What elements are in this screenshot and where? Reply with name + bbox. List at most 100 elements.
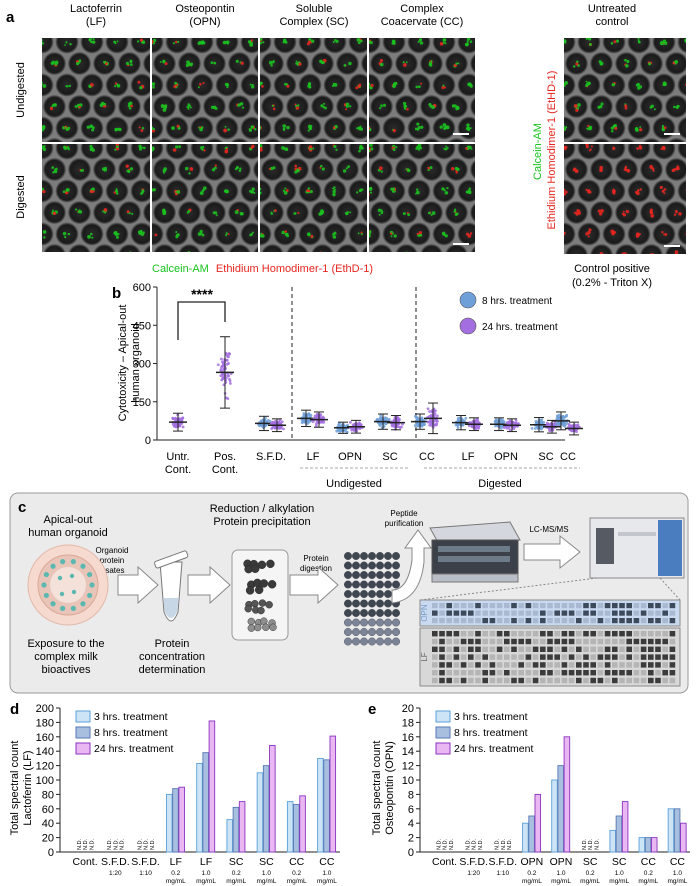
- panel-a-column-headers: Lactoferrin (LF) Osteopontin (OPN) Soluble Co…: [70, 3, 636, 28]
- e-bar-3-0: [522, 822, 529, 853]
- c-lcms-label: LC-MS/MS: [529, 525, 568, 534]
- stain-green-label: Calcein-AM: [152, 263, 209, 275]
- column-header-1: Osteopontin (OPN): [175, 3, 234, 28]
- e-sublabel-1: 1:20: [467, 870, 480, 877]
- d-sublabel-1: 1:20: [109, 870, 122, 877]
- b-category-3: LF: [307, 451, 320, 463]
- e-category-4: OPN: [550, 856, 573, 868]
- panel-b: b 0 150 300 450 600 Cytotoxicity – Apical-out…: [112, 282, 583, 490]
- d-legend-label-2: 24 hrs. treatment: [94, 743, 173, 755]
- b-category-1: Pos. Cont.: [212, 451, 238, 476]
- e-nd-0-1: N.D.: [443, 839, 449, 850]
- d-legend-swatch-1: [75, 726, 91, 739]
- d-nd-2-2: N.D.: [150, 839, 156, 850]
- micrograph-digested-1: [152, 144, 258, 252]
- e-ytick-2: 4: [408, 818, 414, 830]
- arrow-2: [187, 565, 231, 605]
- protein-box: [231, 549, 289, 641]
- e-bar-4-0: [551, 779, 558, 853]
- d-legend-label-0: 3 hrs. treatment: [94, 711, 168, 723]
- e-sublabel-4: 1.0 mg/mL: [551, 870, 571, 885]
- side-green-label: Calcein-AM: [532, 123, 544, 180]
- e-legend-swatch-0: [435, 710, 451, 723]
- e-bar-6-0: [609, 829, 616, 853]
- c-digestion-label: Protein digestion: [300, 554, 332, 573]
- e-bar-8-2: [680, 822, 687, 853]
- d-sublabel-2: 1:10: [139, 870, 152, 877]
- protein-blobs: [243, 559, 277, 632]
- b-legend-label-0: 8 hrs. treatment: [482, 296, 552, 307]
- e-nd-2-2: N.D.: [507, 839, 513, 850]
- micrograph-undigested-1: [152, 38, 258, 142]
- e-bar-8-1: [673, 808, 681, 853]
- b-category-4: OPN: [338, 451, 362, 463]
- control-positive-label: Control positive: [574, 263, 650, 275]
- row-label-digested: Digested: [15, 175, 27, 218]
- e-ytick-5: 10: [402, 775, 414, 787]
- micrograph-digested-2: [260, 144, 367, 252]
- b-significance-stars: ****: [191, 286, 213, 302]
- micrograph-untreated-control: [564, 38, 686, 142]
- e-bar-4-1: [557, 765, 564, 853]
- panel-a-images: [42, 38, 686, 254]
- e-category-3: OPN: [521, 856, 544, 868]
- e-bar-7-2: [650, 837, 658, 853]
- d-legend-swatch-0: [75, 710, 91, 723]
- e-nd-1-1: N.D.: [472, 839, 478, 850]
- e-nd-1-0: N.D.: [465, 839, 471, 850]
- d-bar-3-1: [172, 788, 179, 853]
- e-ytick-4: 8: [408, 789, 414, 801]
- b-legend-label-1: 24 hrs. treatment: [482, 322, 558, 333]
- d-category-8: CC: [319, 856, 335, 868]
- e-ytick-7: 14: [402, 746, 414, 758]
- b-category-2: S.F.D.: [256, 451, 286, 463]
- e-sublabel-8: 1.0 mg/mL: [668, 870, 688, 885]
- panel-b-chart: 0 150 300 450 600 Cytotoxicity – Apical-outhu…: [117, 282, 583, 490]
- d-category-4: LF: [200, 856, 212, 868]
- b-legend-swatch-1: [459, 317, 477, 335]
- d-sublabel-8: 1.0 mg/mL: [317, 870, 337, 885]
- stain-legend: Calcein-AM Ethidium Homodimer-1 (EthD-1): [152, 263, 373, 275]
- e-sublabel-2: 1:10: [496, 870, 509, 877]
- c-purification-label: Peptide purification: [385, 509, 424, 528]
- arrow-3: [289, 565, 339, 605]
- e-legend-label-1: 8 hrs. treatment: [454, 727, 528, 739]
- d-bar-4-2: [208, 720, 216, 853]
- d-legend: 3 hrs. treatment 8 hrs. treatment 24 hrs. …: [75, 710, 173, 755]
- b-ytick-1: 150: [133, 397, 151, 409]
- e-bar-6-1: [615, 815, 623, 853]
- panel-d: d 0 20 40 60 80 100 120 140 160 180 200 Total spect…: [9, 701, 340, 885]
- e-sublabel-3: 0.2 mg/mL: [522, 870, 542, 885]
- d-bar-4-1: [202, 752, 209, 853]
- c-concentration-label: Protein concentration determination: [139, 638, 206, 676]
- d-sublabel-5: 0.2 mg/mL: [226, 870, 246, 885]
- e-legend-swatch-2: [435, 742, 451, 755]
- b-group-undigested: Undigested: [326, 478, 382, 490]
- e-nd-5-2: N.D.: [594, 839, 600, 850]
- d-category-5: SC: [229, 856, 244, 868]
- d-bar-7-2: [299, 795, 306, 853]
- d-category-2: S.F.D.: [131, 856, 160, 868]
- e-legend-label-2: 24 hrs. treatment: [454, 743, 533, 755]
- b-ytick-0: 0: [145, 435, 151, 447]
- d-ytick-4: 80: [42, 789, 54, 801]
- d-bar-4-0: [196, 762, 203, 853]
- d-nd-2-0: N.D.: [137, 839, 143, 850]
- d-ytick-9: 180: [36, 717, 54, 729]
- b-group-digested: Digested: [478, 478, 521, 490]
- panel-c-texts: Apical-out human organoid Organoid protein l…: [27, 503, 568, 676]
- d-legend-label-1: 8 hrs. treatment: [94, 727, 168, 739]
- d-bar-8-0: [317, 757, 324, 853]
- side-red-label: Ethidium Homodimer-1 (EtHD-1): [546, 71, 558, 230]
- micrograph-digested-0: [42, 144, 150, 252]
- panel-c-letter: c: [18, 499, 26, 516]
- d-legend-swatch-2: [75, 742, 91, 755]
- b-category-5: SC: [382, 451, 397, 463]
- d-sublabel-4: 1.0 mg/mL: [196, 870, 216, 885]
- b-ytick-3: 450: [133, 320, 151, 332]
- e-bar-8-0: [667, 808, 675, 853]
- d-sublabel-6: 1.0 mg/mL: [257, 870, 277, 885]
- d-bar-6-1: [262, 765, 270, 853]
- micrograph-undigested-0: [42, 38, 150, 142]
